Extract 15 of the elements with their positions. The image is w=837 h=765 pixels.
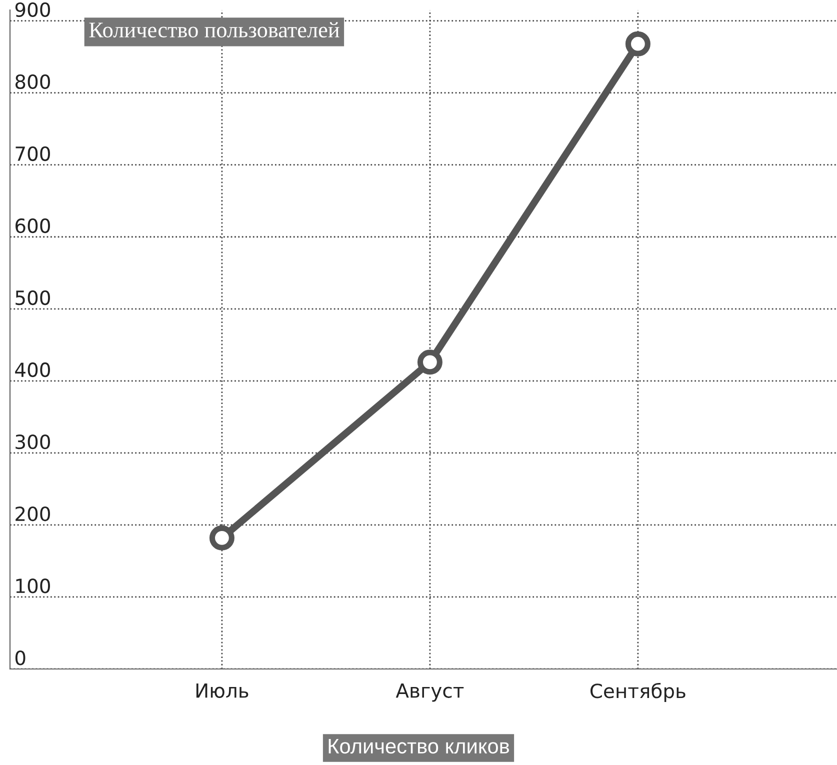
y-tick-label: 300 (16, 434, 50, 450)
x-tick-label: Июль (196, 683, 248, 698)
chart-title: Количество пользователей (89, 22, 340, 38)
y-tick-label: 600 (16, 218, 50, 234)
y-tick-label: 500 (16, 290, 50, 306)
y-tick-label: 800 (15, 74, 50, 90)
x-tick-label: Август (396, 683, 464, 702)
y-tick-label: 400 (15, 362, 50, 378)
x-tick-label: Сентябрь (590, 682, 686, 702)
y-tick-label: 700 (16, 146, 50, 162)
y-tick-label: 900 (15, 2, 50, 18)
y-tick-label: 100 (16, 578, 50, 594)
y-tick-label: 200 (16, 506, 50, 522)
y-tick-label: 0 (15, 650, 26, 666)
x-axis-title: Количество кликов (328, 739, 509, 754)
